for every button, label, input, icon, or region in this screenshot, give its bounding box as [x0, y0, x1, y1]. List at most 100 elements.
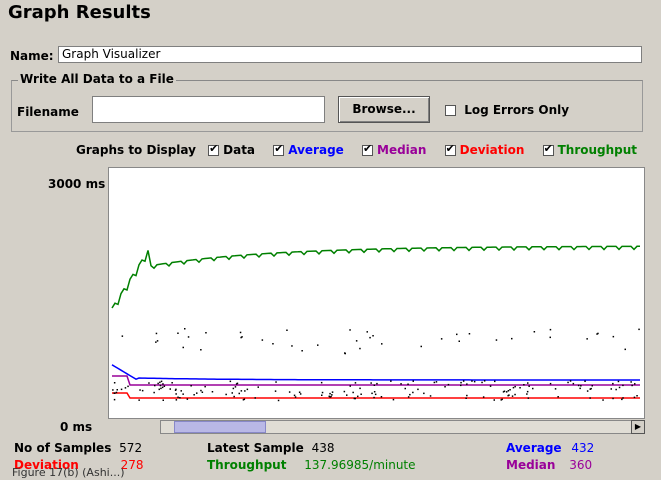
- data-sample-point: [186, 398, 189, 400]
- data-sample-point: [359, 347, 361, 350]
- data-sample-point: [246, 388, 249, 391]
- data-sample-point: [618, 386, 621, 389]
- data-sample-point: [370, 382, 372, 384]
- data-sample-point: [160, 387, 162, 390]
- graph-toggle-average[interactable]: Average: [273, 142, 344, 157]
- data-sample-point: [528, 385, 530, 387]
- data-sample-point: [481, 381, 483, 384]
- data-sample-point: [624, 348, 626, 351]
- data-sample-point: [615, 388, 617, 391]
- throughput-check-icon[interactable]: [542, 142, 554, 156]
- data-sample-point: [533, 331, 536, 333]
- average-value: 432: [571, 441, 595, 455]
- average-check-icon[interactable]: [273, 142, 285, 156]
- data-sample-point: [360, 393, 362, 395]
- graph-toggle-throughput[interactable]: Throughput: [542, 142, 637, 157]
- data-sample-point: [549, 382, 552, 385]
- average-toggle-label: Average: [288, 143, 344, 157]
- data-sample-point: [321, 394, 323, 396]
- data-sample-point: [483, 380, 486, 382]
- data-sample-point: [500, 399, 502, 401]
- data-sample-point: [148, 382, 150, 384]
- data-sample-point: [349, 329, 351, 331]
- data-sample-point: [346, 394, 348, 396]
- data-sample-point: [115, 391, 118, 394]
- browse-button[interactable]: Browse...: [338, 96, 430, 123]
- data-sample-point: [162, 383, 164, 385]
- graph-toggle-deviation[interactable]: Deviation: [444, 142, 524, 157]
- data-sample-point: [612, 335, 615, 338]
- data-sample-point: [376, 382, 378, 385]
- data-sample-point: [321, 391, 324, 394]
- data-sample-point: [572, 382, 575, 385]
- data-sample-point: [622, 384, 624, 387]
- data-sample-point: [175, 388, 177, 391]
- data-sample-point: [182, 346, 184, 349]
- data-sample-point: [193, 394, 195, 396]
- data-sample-point: [329, 396, 331, 398]
- data-sample-point: [158, 388, 160, 391]
- data-sample-point: [505, 391, 508, 393]
- name-input[interactable]: Graph Visualizer: [58, 46, 642, 63]
- data-sample-point: [444, 386, 446, 388]
- data-sample-point: [369, 336, 371, 339]
- data-sample-point: [392, 398, 395, 401]
- data-sample-point: [549, 336, 551, 339]
- graph-toggle-data[interactable]: Data: [208, 142, 255, 157]
- filename-input[interactable]: [92, 96, 325, 123]
- data-sample-point: [471, 380, 473, 382]
- deviation-value: 278: [120, 458, 144, 472]
- data-sample-point: [162, 399, 164, 401]
- data-sample-point: [508, 394, 510, 396]
- data-sample-point: [127, 385, 129, 388]
- median-check-icon[interactable]: [362, 142, 373, 156]
- data-sample-point: [187, 336, 190, 338]
- data-sample-point: [373, 396, 375, 399]
- data-sample-point: [466, 394, 468, 397]
- log-errors-check-icon[interactable]: [445, 105, 456, 116]
- data-sample-point: [586, 338, 588, 340]
- data-sample-point: [512, 386, 515, 389]
- data-sample-point: [458, 340, 460, 342]
- data-sample-point: [407, 383, 409, 385]
- data-sample-point: [175, 393, 177, 395]
- data-sample-point: [205, 332, 207, 334]
- data-sample-point: [473, 380, 476, 383]
- data-sample-point: [429, 395, 432, 397]
- scroll-right-button[interactable]: ▶: [631, 420, 645, 434]
- log-errors-label: Log Errors Only: [464, 103, 570, 117]
- data-sample-point: [409, 393, 411, 396]
- data-sample-point: [423, 392, 425, 395]
- deviation-check-icon[interactable]: [444, 142, 456, 156]
- data-sample-point: [317, 344, 319, 346]
- latest-sample-label: Latest Sample: [207, 441, 304, 455]
- graph-toggle-median[interactable]: Median: [362, 142, 426, 157]
- data-sample-point: [293, 394, 296, 397]
- data-sample-point: [447, 383, 450, 386]
- data-sample-point: [569, 380, 572, 382]
- data-sample-point: [291, 345, 293, 347]
- deviation-line: [112, 392, 640, 399]
- data-sample-point: [179, 397, 181, 399]
- data-sample-point: [511, 337, 513, 340]
- data-check-icon[interactable]: [208, 142, 220, 156]
- data-sample-point: [527, 397, 530, 399]
- median-stat: Median 360: [506, 458, 592, 472]
- data-sample-point: [489, 385, 492, 387]
- data-sample-point: [244, 390, 246, 392]
- data-sample-point: [502, 391, 505, 393]
- data-sample-point: [523, 384, 525, 386]
- median-label: Median: [506, 458, 556, 472]
- data-sample-point: [344, 352, 346, 354]
- scroll-thumb[interactable]: [174, 421, 266, 433]
- data-sample-point: [331, 391, 334, 393]
- data-sample-point: [113, 382, 116, 384]
- graph-plot-area: [108, 167, 645, 419]
- data-sample-point: [138, 399, 140, 401]
- data-sample-point: [204, 385, 206, 388]
- log-errors-checkbox[interactable]: Log Errors Only: [445, 103, 569, 117]
- data-sample-point: [460, 384, 462, 387]
- average-label: Average: [506, 441, 562, 455]
- data-sample-point: [617, 380, 620, 383]
- data-sample-point: [349, 385, 351, 387]
